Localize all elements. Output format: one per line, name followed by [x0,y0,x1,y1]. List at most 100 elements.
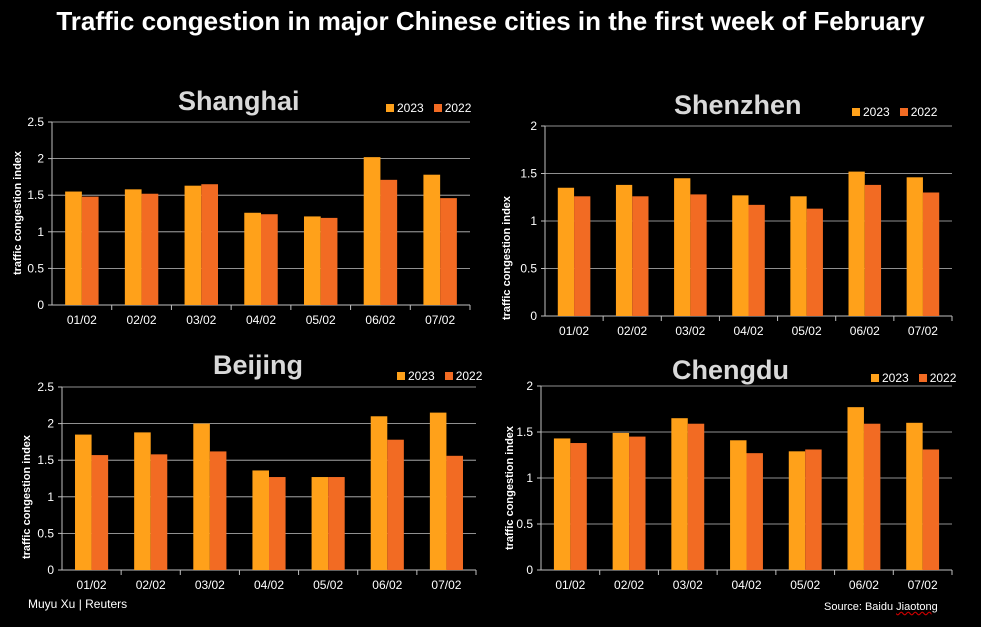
bar-2023-05/02 [303,216,321,305]
x-tick-label: 06/02 [372,578,402,592]
legend-swatch-2023 [871,374,879,382]
bar-2022-06/02 [380,179,398,305]
y-tick-label: 2 [526,379,533,393]
bar-2023-07/02 [429,412,447,570]
legend: 2023 2022 [871,371,966,385]
y-tick-label: 1 [530,214,537,228]
y-tick-label: 0 [530,309,537,323]
bar-2022-07/02 [922,449,940,570]
bar-2023-01/02 [75,434,92,570]
bar-2023-02/02 [615,184,633,316]
y-tick-label: 1 [47,490,54,504]
bar-2023-01/02 [65,191,82,305]
y-tick-label: 2.5 [37,380,54,394]
y-tick-label: 1.5 [520,167,537,181]
y-tick-label: 1.5 [37,453,54,467]
bar-2023-02/02 [124,189,142,305]
bar-2023-04/02 [244,212,261,305]
x-tick-label: 03/02 [186,313,216,327]
y-tick-label: 0.5 [516,517,533,531]
bar-2023-06/02 [847,407,864,570]
bar-2022-04/02 [748,204,765,316]
legend-swatch-2022 [918,374,927,382]
x-tick-label: 05/02 [792,324,822,338]
legend-label-2023: 2023 [397,101,424,115]
x-tick-label: 02/02 [617,324,647,338]
legend-item-2022: 2022 [918,371,956,385]
bar-2023-04/02 [732,195,749,316]
bar-2023-05/02 [790,196,807,316]
x-tick-label: 05/02 [790,578,820,592]
bar-2023-05/02 [788,451,806,570]
legend-item-2022: 2022 [433,101,472,115]
bar-2022-07/02 [440,198,457,305]
legend-swatch-2023 [386,104,394,112]
x-tick-label: 01/02 [559,324,589,338]
legend-label-2022: 2022 [444,101,472,115]
bar-2022-01/02 [81,196,99,305]
bar-2023-06/02 [848,171,865,316]
bar-2022-03/02 [687,423,705,570]
legend-swatch-2023 [852,108,860,116]
source-text: Source: Baidu Jiaotong [824,601,938,613]
chart-title: Beijing [213,350,304,380]
y-tick-label: 0 [37,298,44,312]
bar-2023-03/02 [184,185,202,305]
x-tick-label: 07/02 [908,578,938,592]
x-tick-label: 04/02 [731,578,761,592]
x-tick-label: 02/02 [127,313,157,327]
bar-2022-01/02 [91,455,109,570]
bar-2022-05/02 [328,477,345,570]
y-tick-label: 0.5 [520,262,537,276]
legend-item-2022: 2022 [444,369,482,383]
bar-2023-07/02 [423,174,441,305]
bar-2022-07/02 [922,192,940,316]
source-prefix: Source: Baidu [824,601,897,613]
legend-label-2023: 2023 [882,371,909,385]
y-tick-label: 1.5 [516,425,533,439]
x-tick-label: 04/02 [254,578,284,592]
bar-2023-02/02 [134,432,151,570]
bar-2022-02/02 [150,454,168,570]
bar-2023-06/02 [363,157,381,305]
bar-2022-03/02 [201,184,219,305]
bar-2022-05/02 [806,208,823,316]
legend-swatch-2023 [397,372,405,380]
bar-2023-01/02 [553,438,571,570]
x-tick-label: 06/02 [850,324,880,338]
bar-2023-01/02 [557,187,575,316]
x-tick-label: 03/02 [673,578,703,592]
x-tick-label: 07/02 [425,313,455,327]
legend-swatch-2022 [433,104,442,112]
legend-swatch-2022 [444,372,453,380]
legend: 2023 2022 [397,369,492,383]
x-tick-label: 01/02 [555,578,585,592]
bar-2022-01/02 [574,196,591,316]
x-tick-label: 06/02 [849,578,879,592]
x-tick-label: 04/02 [246,313,276,327]
bar-2023-07/02 [906,177,923,316]
x-tick-label: 01/02 [77,578,107,592]
legend: 2023 2022 [852,105,947,119]
x-tick-label: 06/02 [365,313,395,327]
bar-2023-03/02 [671,418,688,570]
legend: 2023 2022 [386,101,481,115]
y-tick-label: 0.5 [37,526,54,540]
y-tick-label: 1.5 [27,188,44,202]
legend-item-2023: 2023 [852,105,890,119]
y-tick-label: 1 [37,225,44,239]
bar-2022-06/02 [387,439,404,570]
y-tick-label: 0 [526,563,533,577]
source-name: Jiaotong [896,601,938,613]
bar-2022-02/02 [632,196,649,316]
bar-2022-02/02 [141,193,159,305]
main-title: Traffic congestion in major Chinese citi… [56,6,925,36]
bar-2022-03/02 [209,451,227,570]
x-tick-label: 07/02 [908,324,938,338]
bar-2023-04/02 [730,440,747,570]
y-tick-label: 2.5 [27,115,44,129]
legend-item-2023: 2023 [397,369,435,383]
legend-label-2023: 2023 [863,105,890,119]
